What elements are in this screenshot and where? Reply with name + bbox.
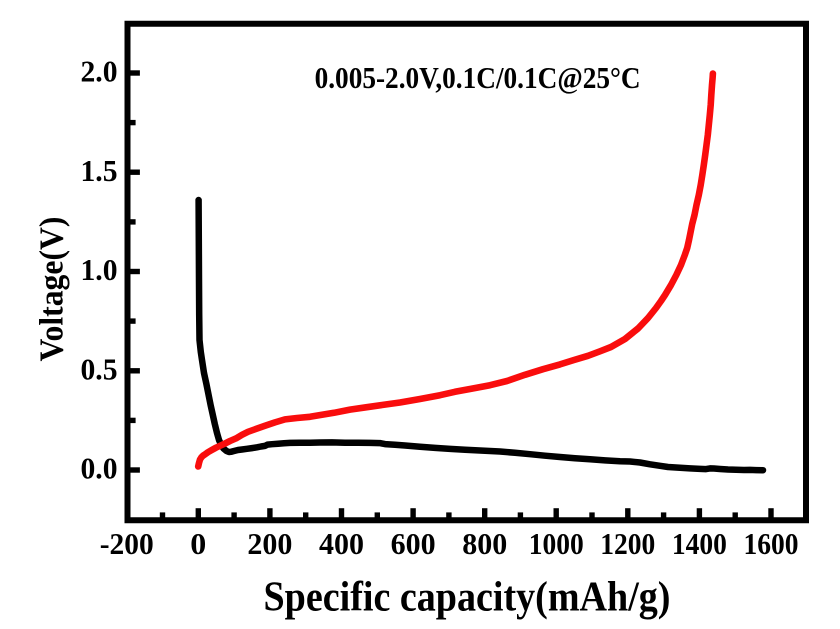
svg-text:Specific capacity(mAh/g): Specific capacity(mAh/g) <box>264 575 671 621</box>
svg-text:0.005-2.0V,0.1C/0.1C@25°C: 0.005-2.0V,0.1C/0.1C@25°C <box>315 60 641 95</box>
svg-text:1400: 1400 <box>672 526 727 561</box>
svg-text:200: 200 <box>247 526 292 561</box>
svg-text:1.5: 1.5 <box>81 153 118 188</box>
svg-text:-200: -200 <box>100 526 154 561</box>
svg-text:1.0: 1.0 <box>81 252 118 287</box>
svg-text:400: 400 <box>319 526 364 561</box>
svg-text:0.0: 0.0 <box>81 451 118 486</box>
svg-text:1600: 1600 <box>744 526 799 561</box>
svg-text:0.5: 0.5 <box>81 351 118 386</box>
svg-text:2.0: 2.0 <box>81 54 118 89</box>
svg-text:Voltage(V): Voltage(V) <box>34 217 71 362</box>
svg-text:600: 600 <box>391 526 436 561</box>
svg-text:0: 0 <box>190 526 206 561</box>
svg-text:800: 800 <box>462 526 507 561</box>
svg-text:1200: 1200 <box>600 526 655 561</box>
svg-text:1000: 1000 <box>529 526 584 561</box>
